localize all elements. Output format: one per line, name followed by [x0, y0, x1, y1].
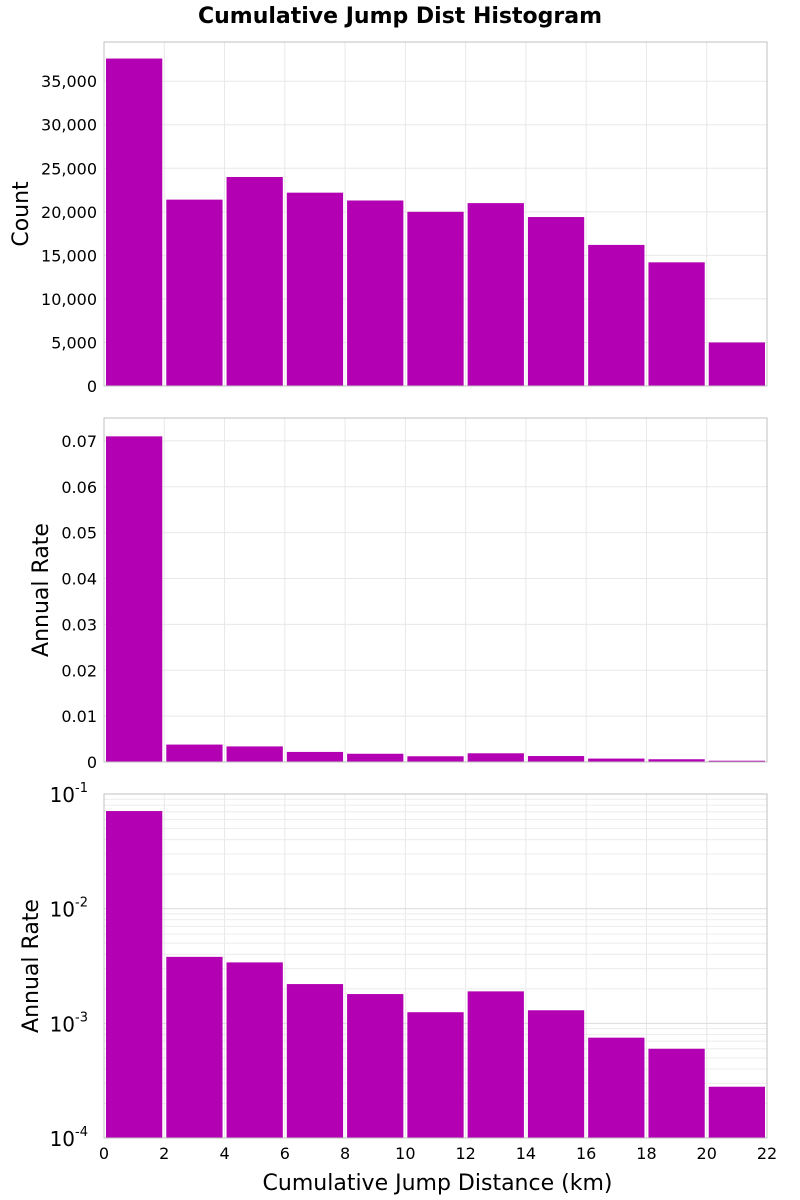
- bar-10-12: [407, 1012, 464, 1138]
- x-tick-label: 22: [757, 1144, 777, 1163]
- y-tick-label: 20,000: [41, 203, 97, 222]
- y-tick-label: 25,000: [41, 159, 97, 178]
- x-tick-label: 20: [697, 1144, 717, 1163]
- y-tick-label: 0.04: [61, 570, 97, 589]
- y-tick-label: 0.07: [61, 432, 97, 451]
- plot-frame: [103, 41, 768, 387]
- y-tick-label: 0.05: [61, 524, 97, 543]
- bar-14-16: [527, 756, 585, 762]
- bar-8-10: [347, 994, 404, 1138]
- y-tick-label: 0.03: [61, 615, 97, 634]
- x-tick-label: 0: [99, 1144, 109, 1163]
- bar-6-8: [286, 751, 344, 762]
- x-tick-label: 8: [340, 1144, 350, 1163]
- x-tick-label: 18: [636, 1144, 656, 1163]
- y-axis-label: Annual Rate: [29, 523, 54, 657]
- panel-1: 0 5,000 10,000 15,000 20,000 25,000 30,000 35,0…: [9, 41, 768, 396]
- bar-0-2: [106, 436, 163, 762]
- bar-2-4: [166, 199, 223, 386]
- x-tick-label: 2: [159, 1144, 169, 1163]
- bar-10-12: [407, 211, 464, 386]
- x-tick-label: 12: [455, 1144, 475, 1163]
- bar-20-22: [708, 342, 765, 386]
- x-tick-label: 14: [516, 1144, 536, 1163]
- x-tick-label: 4: [219, 1144, 229, 1163]
- y-tick-label: 30,000: [41, 116, 97, 135]
- bar-16-18: [588, 244, 645, 386]
- y-tick-label: 10-1: [50, 781, 88, 807]
- x-tick-label: 6: [280, 1144, 290, 1163]
- bar-4-6: [226, 962, 283, 1138]
- y-axis-label: Annual Rate: [19, 899, 44, 1033]
- bar-14-16: [527, 217, 585, 386]
- y-tick-label: 10-2: [50, 896, 88, 922]
- y-tick-label: 10-3: [50, 1010, 88, 1036]
- y-tick-label: 15,000: [41, 246, 97, 265]
- y-tick-label: 10,000: [41, 290, 97, 309]
- y-tick-label: 35,000: [41, 72, 97, 91]
- y-tick-label: 0.01: [61, 707, 97, 726]
- bar-12-14: [467, 753, 524, 762]
- bar-12-14: [467, 991, 524, 1138]
- bar-14-16: [527, 1010, 585, 1138]
- plot-frame: [103, 417, 768, 763]
- y-tick-label: 0: [87, 753, 97, 772]
- bar-16-18: [588, 758, 645, 762]
- bar-2-4: [166, 744, 223, 762]
- bar-20-22: [708, 1086, 765, 1138]
- bar-8-10: [347, 200, 404, 386]
- bar-4-6: [226, 176, 283, 386]
- panel-2: 0 0.01 0.02 0.03 0.04 0.05 0.06 0.07 Annual Rate: [29, 417, 768, 772]
- bar-12-14: [467, 203, 524, 386]
- x-tick-label: 16: [576, 1144, 596, 1163]
- y-tick-label: 0.06: [61, 478, 97, 497]
- y-tick-label: 5,000: [51, 333, 97, 352]
- bar-8-10: [347, 753, 404, 762]
- chart-title: Cumulative Jump Dist Histogram: [198, 4, 602, 29]
- bar-16-18: [588, 1037, 645, 1138]
- bar-18-20: [648, 262, 705, 386]
- bar-2-4: [166, 956, 223, 1138]
- bar-18-20: [648, 759, 705, 762]
- bar-4-6: [226, 746, 283, 762]
- plot-frame: [103, 793, 768, 1139]
- bar-6-8: [286, 192, 344, 386]
- y-tick-label: 0.02: [61, 661, 97, 680]
- x-tick-label: 10: [395, 1144, 415, 1163]
- x-axis-label: Cumulative Jump Distance (km): [263, 1171, 613, 1196]
- bar-0-2: [106, 58, 163, 386]
- bar-18-20: [648, 1048, 705, 1138]
- y-tick-label: 0: [87, 377, 97, 396]
- bar-20-22: [708, 760, 765, 762]
- bar-0-2: [106, 811, 163, 1138]
- y-axis-label: Count: [9, 181, 34, 247]
- panel-3: 10-1 10-2 10-3 10-4 Annual Rate 0 2 4 6 8 10 12 14 16…: [19, 781, 777, 1196]
- bar-10-12: [407, 756, 464, 762]
- bar-6-8: [286, 984, 344, 1138]
- y-tick-label: 10-4: [50, 1125, 88, 1151]
